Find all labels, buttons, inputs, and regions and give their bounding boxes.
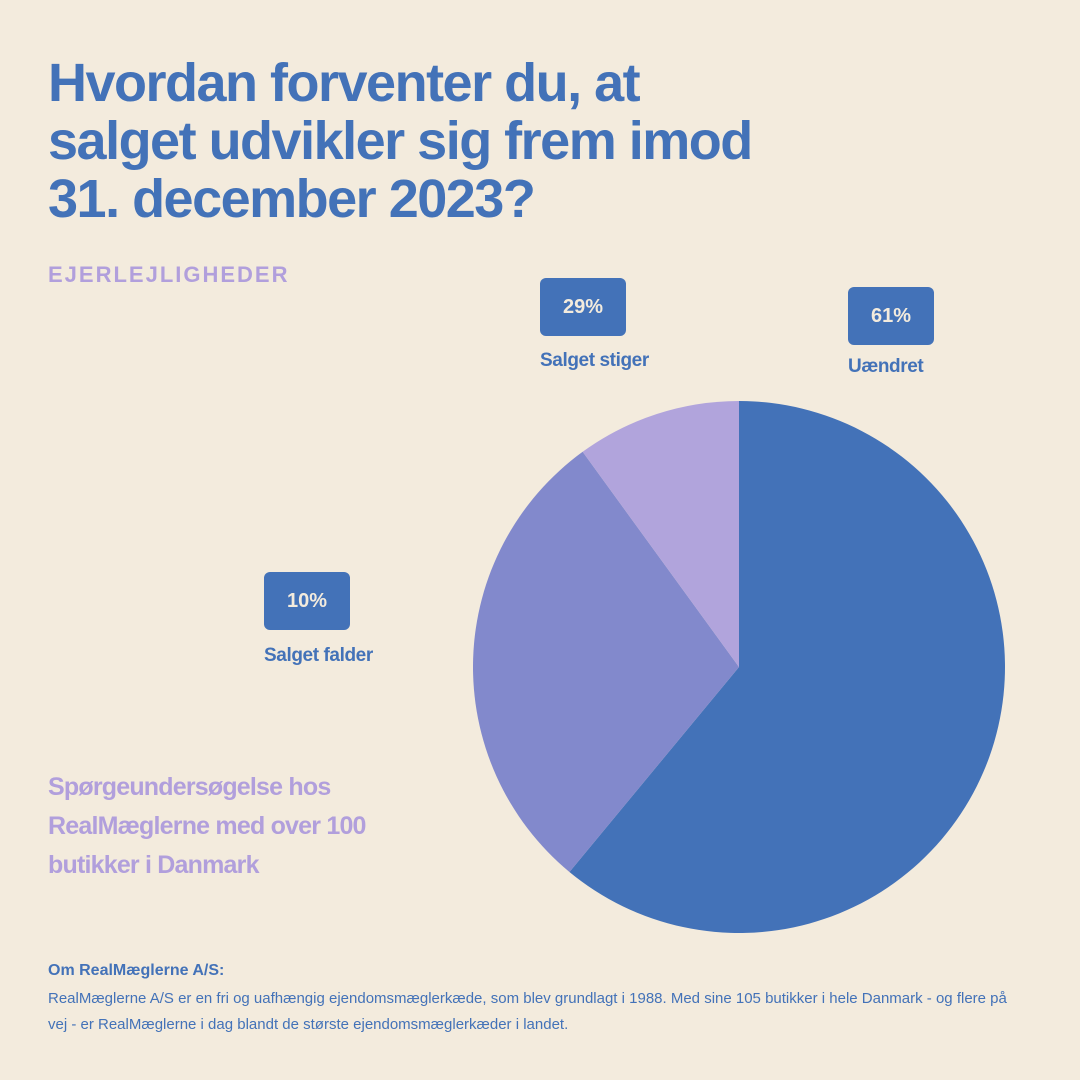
pie-slice-uændret (569, 401, 1005, 934)
footer-heading: Om RealMæglerne A/S: (48, 962, 225, 979)
value-badge-salget-falder: 10% (264, 572, 350, 630)
slice-label-uaendret: Uændret (848, 356, 924, 377)
survey-note: Spørgeundersøgelse hos RealMæglerne med … (48, 773, 366, 879)
value-badge-salget-stiger: 29% (540, 278, 626, 336)
slice-label-salget-falder: Salget falder (264, 645, 373, 666)
value-badge-uaendret: 61% (848, 287, 934, 345)
chart-subtitle: EJERLEJLIGHEDER (48, 262, 290, 287)
slice-label-salget-stiger: Salget stiger (540, 350, 649, 371)
pie-slice-salget-stiger (472, 451, 739, 872)
footer-text: RealMæglerne A/S er en fri og uafhængig … (48, 990, 1007, 1033)
pie-slice-salget-falder (582, 401, 739, 667)
page-title: Hvordan forventer du, at salget udvikler… (48, 53, 753, 229)
